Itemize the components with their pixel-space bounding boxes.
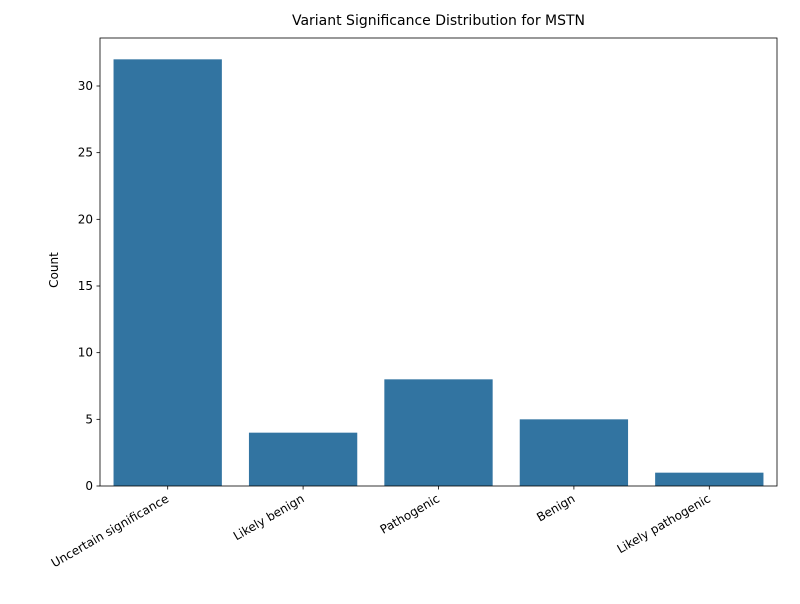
bars-group	[113, 59, 764, 486]
y-tick-label: 0	[85, 479, 93, 493]
y-tick-label: 20	[78, 212, 93, 226]
bar	[113, 59, 222, 486]
x-tick-label: Pathogenic	[378, 491, 442, 536]
bar	[519, 419, 629, 486]
x-tick-label: Likely benign	[231, 491, 307, 543]
axes-frame	[99, 37, 778, 487]
x-tick-label: Benign	[534, 491, 577, 524]
chart-title: Variant Significance Distribution for MS…	[292, 13, 585, 29]
y-tick-label: 5	[85, 412, 93, 426]
bar	[384, 379, 493, 486]
x-tick-label: Likely pathogenic	[615, 491, 713, 556]
y-tick-label: 30	[78, 79, 93, 93]
y-tick-label: 25	[78, 146, 93, 160]
axes-border	[99, 37, 778, 487]
x-axis-ticks: Uncertain significance Likely benign Patho…	[49, 486, 713, 570]
x-tick-label: Uncertain significance	[49, 491, 171, 570]
y-axis-ticks: 0 5 10 15 20 25 30	[78, 79, 100, 493]
bar	[248, 432, 358, 486]
y-tick-label: 15	[78, 279, 93, 293]
y-axis-label: Count	[47, 252, 61, 288]
bar	[655, 472, 764, 486]
y-tick-label: 10	[78, 346, 93, 360]
